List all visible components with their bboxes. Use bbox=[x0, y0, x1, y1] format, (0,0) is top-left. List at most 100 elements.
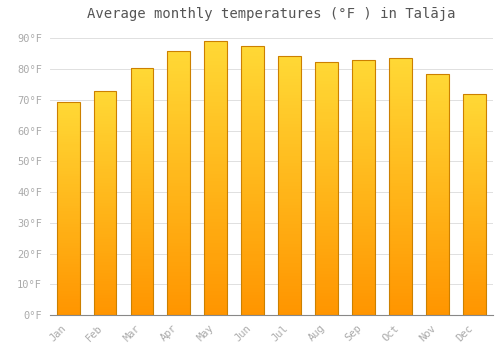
Bar bbox=[389, 283, 412, 286]
Bar bbox=[389, 209, 412, 212]
Bar bbox=[316, 141, 338, 144]
Bar bbox=[204, 198, 228, 202]
Bar bbox=[204, 188, 228, 192]
Bar bbox=[242, 285, 264, 288]
Bar bbox=[316, 80, 338, 84]
Bar bbox=[352, 159, 375, 162]
Bar bbox=[168, 292, 190, 295]
Bar bbox=[316, 264, 338, 267]
Bar bbox=[463, 293, 486, 296]
Bar bbox=[94, 107, 116, 110]
Bar bbox=[168, 239, 190, 243]
Bar bbox=[94, 284, 116, 287]
Bar bbox=[168, 150, 190, 153]
Bar bbox=[278, 121, 301, 124]
Bar bbox=[352, 162, 375, 165]
Bar bbox=[130, 99, 154, 102]
Bar bbox=[168, 219, 190, 223]
Bar bbox=[242, 120, 264, 123]
Bar bbox=[130, 105, 154, 108]
Bar bbox=[56, 214, 80, 216]
Bar bbox=[426, 261, 449, 264]
Bar bbox=[426, 225, 449, 228]
Bar bbox=[130, 74, 154, 77]
Bar bbox=[389, 58, 412, 315]
Bar bbox=[56, 142, 80, 144]
Bar bbox=[426, 83, 449, 86]
Bar bbox=[463, 144, 486, 147]
Bar bbox=[242, 89, 264, 93]
Bar bbox=[389, 270, 412, 273]
Bar bbox=[204, 202, 228, 205]
Bar bbox=[316, 284, 338, 287]
Bar bbox=[130, 179, 154, 182]
Bar bbox=[204, 140, 228, 143]
Bar bbox=[316, 274, 338, 277]
Bar bbox=[426, 146, 449, 149]
Bar bbox=[168, 134, 190, 137]
Bar bbox=[94, 225, 116, 228]
Bar bbox=[130, 173, 154, 176]
Bar bbox=[204, 103, 228, 106]
Bar bbox=[130, 293, 154, 296]
Bar bbox=[278, 228, 301, 231]
Bar bbox=[204, 164, 228, 168]
Bar bbox=[352, 70, 375, 73]
Bar bbox=[316, 176, 338, 179]
Bar bbox=[352, 105, 375, 108]
Bar bbox=[204, 78, 228, 82]
Bar bbox=[463, 103, 486, 105]
Bar bbox=[352, 286, 375, 289]
Bar bbox=[316, 84, 338, 87]
Bar bbox=[242, 133, 264, 136]
Bar bbox=[56, 230, 80, 232]
Bar bbox=[316, 230, 338, 233]
Bar bbox=[94, 91, 116, 315]
Bar bbox=[389, 296, 412, 299]
Bar bbox=[242, 46, 264, 315]
Bar bbox=[426, 152, 449, 155]
Bar bbox=[168, 51, 190, 55]
Bar bbox=[204, 253, 228, 257]
Bar bbox=[278, 189, 301, 192]
Bar bbox=[130, 234, 154, 238]
Bar bbox=[316, 68, 338, 71]
Bar bbox=[94, 301, 116, 304]
Bar bbox=[130, 68, 154, 71]
Bar bbox=[278, 176, 301, 179]
Bar bbox=[278, 76, 301, 79]
Bar bbox=[204, 260, 228, 264]
Bar bbox=[463, 183, 486, 186]
Bar bbox=[242, 197, 264, 201]
Bar bbox=[352, 118, 375, 121]
Bar bbox=[204, 267, 228, 271]
Bar bbox=[56, 110, 80, 112]
Bar bbox=[204, 308, 228, 312]
Bar bbox=[278, 299, 301, 302]
Bar bbox=[168, 163, 190, 167]
Bar bbox=[389, 264, 412, 267]
Bar bbox=[463, 279, 486, 282]
Bar bbox=[389, 267, 412, 270]
Bar bbox=[168, 302, 190, 305]
Bar bbox=[389, 74, 412, 77]
Bar bbox=[168, 305, 190, 308]
Bar bbox=[94, 281, 116, 284]
Bar bbox=[316, 296, 338, 299]
Bar bbox=[463, 194, 486, 196]
Bar bbox=[242, 93, 264, 96]
Bar bbox=[56, 264, 80, 267]
Bar bbox=[204, 154, 228, 158]
Bar bbox=[316, 185, 338, 188]
Bar bbox=[352, 219, 375, 223]
Bar bbox=[389, 154, 412, 158]
Bar bbox=[168, 236, 190, 239]
Bar bbox=[463, 232, 486, 235]
Bar bbox=[168, 137, 190, 140]
Bar bbox=[278, 114, 301, 118]
Bar bbox=[168, 203, 190, 206]
Bar bbox=[130, 130, 154, 133]
Bar bbox=[352, 283, 375, 286]
Bar bbox=[389, 286, 412, 289]
Bar bbox=[94, 276, 116, 279]
